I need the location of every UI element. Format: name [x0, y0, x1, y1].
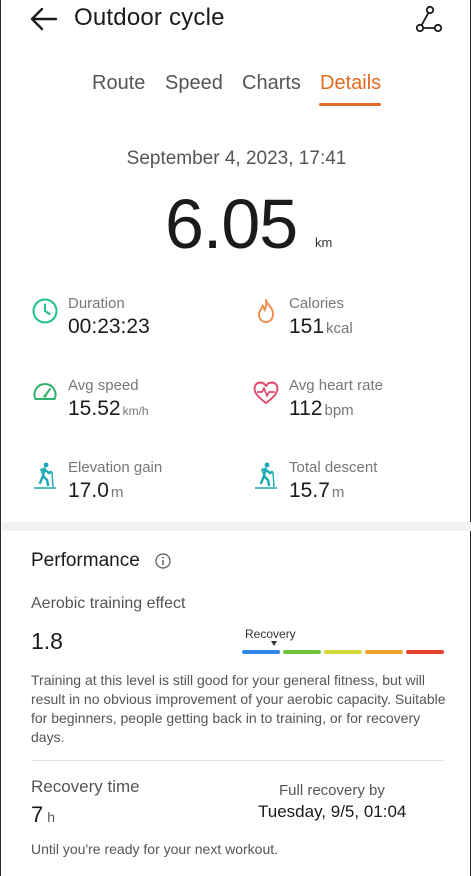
aerobic-scale-segment [365, 650, 403, 654]
avg-heart-rate-value-row: 112 bpm [289, 397, 354, 421]
total-descent-value-row: 15.7 m [289, 479, 344, 503]
section-divider [2, 522, 471, 531]
recovery-time-label: Recovery time [31, 777, 140, 796]
workout-date: September 4, 2023, 17:41 [126, 148, 347, 169]
avg-heart-rate-unit: bpm [324, 402, 354, 419]
full-recovery-value: Tuesday, 9/5, 01:04 [258, 802, 407, 821]
aerobic-scale-label: Recovery [245, 627, 296, 641]
recovery-time-value: 7 [31, 802, 44, 827]
divider-line [31, 760, 444, 761]
distance-value: 6.05 [165, 185, 298, 263]
active-tab-indicator [319, 103, 381, 106]
elevation-gain-value: 17.0 [68, 479, 109, 502]
avg-speed-value: 15.52 [68, 397, 121, 420]
avg-heart-rate-label: Avg heart rate [289, 377, 383, 394]
total-descent-label: Total descent [289, 459, 378, 476]
aerobic-scale-segment [283, 650, 321, 654]
hiker-downhill-icon [255, 462, 277, 489]
duration-label: Duration [68, 295, 125, 312]
avg-speed-value-row: 15.52 km/h [68, 397, 149, 421]
duration-value: 00:23:23 [68, 315, 150, 338]
aerobic-description: Training at this level is still good for… [31, 672, 446, 745]
full-recovery-label: Full recovery by [279, 782, 385, 799]
calories-label: Calories [289, 295, 345, 312]
avg-heart-rate-value: 112 [289, 397, 323, 420]
total-descent-unit: m [331, 484, 345, 501]
calories-value: 151 [289, 315, 325, 338]
tab-bar: Route Speed Charts Details [1, 72, 471, 108]
flame-icon [258, 299, 274, 323]
distance-unit: km [315, 235, 333, 250]
aerobic-scale-segment [406, 650, 444, 654]
clock-icon [32, 298, 58, 324]
tab-details[interactable]: Details [320, 72, 382, 94]
calories-value-row: 151 kcal [289, 315, 353, 339]
aerobic-scale-segment [242, 650, 280, 654]
tab-speed[interactable]: Speed [165, 72, 223, 94]
calories-unit: kcal [326, 320, 353, 337]
avg-speed-label: Avg speed [68, 377, 139, 394]
elevation-gain-unit: m [110, 484, 124, 501]
avg-speed-unit: km/h [122, 404, 149, 418]
elevation-gain-label: Elevation gain [68, 459, 163, 476]
back-arrow-icon[interactable] [29, 6, 59, 32]
speedometer-icon [33, 383, 57, 400]
info-icon[interactable] [155, 553, 171, 569]
performance-title: Performance [31, 550, 140, 571]
aerobic-effect-label: Aerobic training effect [31, 595, 186, 612]
recovery-time-unit: h [47, 809, 56, 825]
tab-route[interactable]: Route [92, 72, 146, 94]
hiker-uphill-icon [34, 462, 56, 489]
aerobic-scale-segment [324, 650, 362, 654]
total-descent-value: 15.7 [289, 479, 330, 502]
aerobic-effect-value: 1.8 [31, 628, 63, 654]
recovery-note: Until you're ready for your next workout… [31, 841, 279, 857]
aerobic-scale-marker [271, 641, 277, 646]
aerobic-scale-bar [242, 650, 444, 654]
app-bar: Outdoor cycle [1, 0, 471, 40]
route-share-icon[interactable] [413, 4, 445, 34]
heart-rate-icon [253, 381, 279, 404]
tab-charts[interactable]: Charts [242, 72, 301, 94]
page-title: Outdoor cycle [74, 4, 225, 31]
elevation-gain-value-row: 17.0 m [68, 479, 123, 503]
